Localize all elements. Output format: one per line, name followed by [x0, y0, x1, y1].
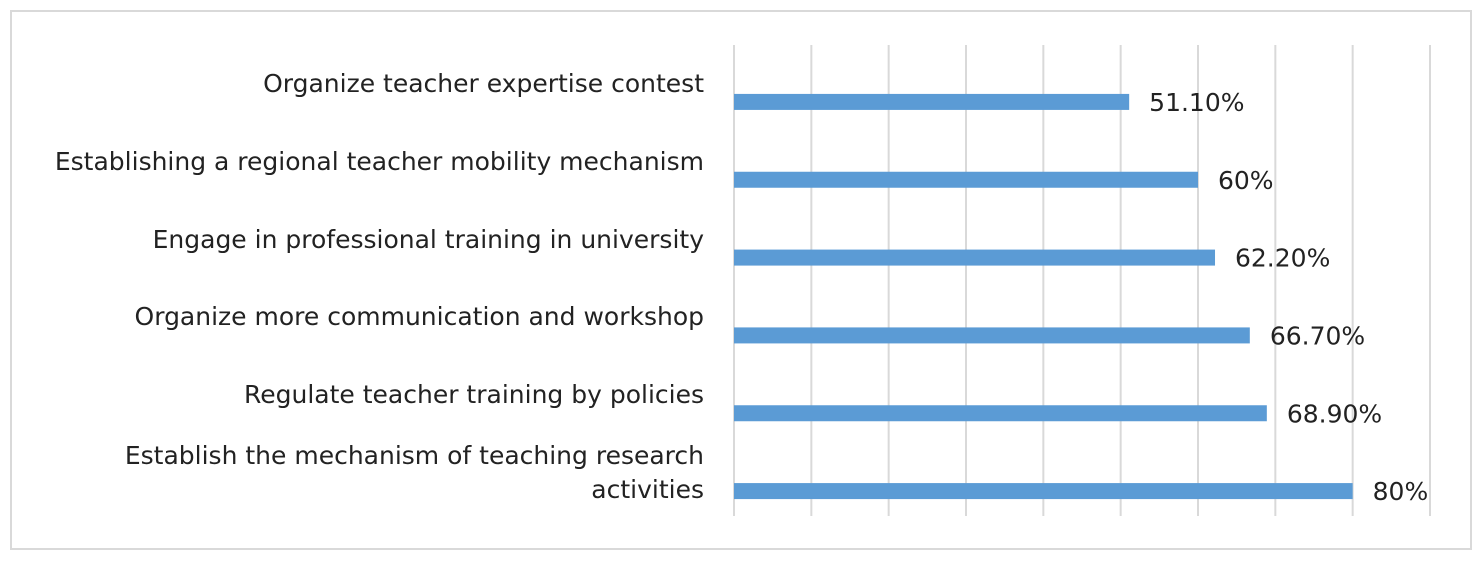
value-label: 51.10% — [1149, 88, 1244, 117]
value-label: 60% — [1218, 166, 1274, 195]
y-tick-label: Organize more communication and workshop — [134, 302, 704, 332]
value-label: 80% — [1373, 477, 1429, 506]
y-tick-label: Regulate teacher training by policies — [244, 380, 704, 410]
y-tick-label: Establishing a regional teacher mobility… — [54, 146, 704, 176]
bar — [734, 93, 1130, 110]
y-tick-label: Organize teacher expertise contest — [263, 68, 704, 98]
value-label: 62.20% — [1235, 244, 1330, 273]
y-tick-label: Establish the mechanism of teaching rese… — [124, 441, 704, 505]
bar — [734, 483, 1353, 500]
value-label: 68.90% — [1287, 399, 1382, 428]
value-label: 66.70% — [1270, 321, 1365, 350]
bar — [734, 405, 1267, 422]
bar — [734, 171, 1198, 188]
bar — [734, 249, 1216, 266]
y-tick-label: Engage in professional training in unive… — [152, 224, 704, 254]
bar — [734, 327, 1250, 344]
